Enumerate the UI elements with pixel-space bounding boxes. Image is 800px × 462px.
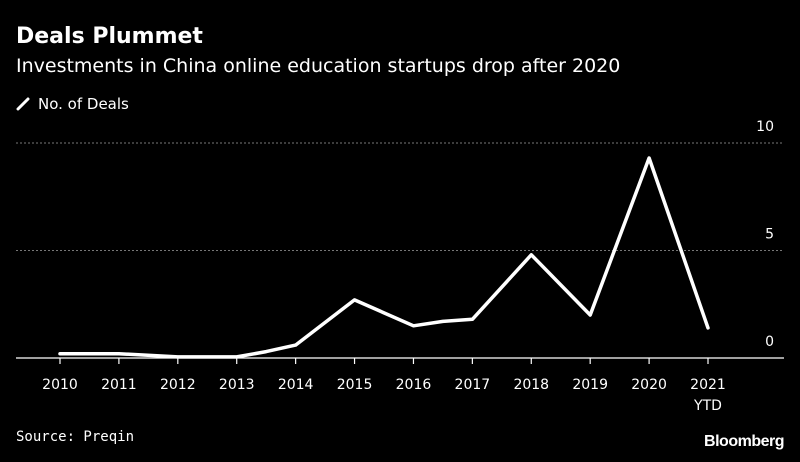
- x-tick-label-2017: 2017: [455, 377, 491, 393]
- x-tick-label-2018: 2018: [513, 377, 549, 393]
- x-tick-label-2020: 2020: [631, 377, 667, 393]
- y-tick-label-5: 5: [765, 227, 774, 243]
- x-tick-label-2014: 2014: [278, 377, 314, 393]
- y-tick-label-0: 0: [765, 334, 774, 350]
- chart-title: Deals Plummet: [16, 24, 203, 49]
- legend-label: No. of Deals: [38, 95, 129, 113]
- bloomberg-logo: Bloomberg: [704, 433, 784, 450]
- x-tick-label-2015: 2015: [337, 377, 373, 393]
- x-tick-label-2016: 2016: [396, 377, 432, 393]
- x-tick-sublabel-2021: YTD: [693, 398, 722, 414]
- y-tick-label-10: 10: [756, 119, 774, 135]
- series-line-0: [58, 156, 710, 359]
- x-tick-label-2010: 2010: [42, 377, 78, 393]
- source-note: Source: Preqin: [16, 429, 135, 445]
- x-tick-label-2013: 2013: [219, 377, 255, 393]
- x-tick-label-2012: 2012: [160, 377, 196, 393]
- x-tick-label-2011: 2011: [101, 377, 137, 393]
- x-tick-label-2019: 2019: [572, 377, 608, 393]
- x-tick-label-2021: 2021: [690, 377, 726, 393]
- legend: No. of Deals: [16, 92, 129, 116]
- chart-subtitle: Investments in China online education st…: [16, 55, 621, 77]
- legend-line-swatch-icon: [16, 97, 30, 111]
